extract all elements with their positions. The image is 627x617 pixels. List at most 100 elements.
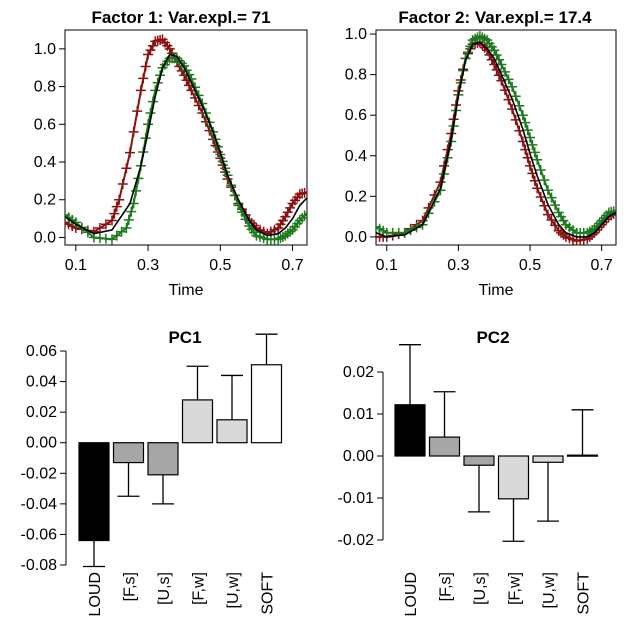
factor1-y-tick-label: 0.4 <box>34 154 56 171</box>
factor2-y-tick-label: 0.0 <box>345 229 367 246</box>
pc1-y-tick-label: 0.06 <box>26 343 57 360</box>
factor2-series-green-marker <box>529 147 540 158</box>
factor1-series-green-marker <box>143 119 154 130</box>
factor2-series-green-marker <box>520 117 531 128</box>
factor2-x-tick-label: 0.3 <box>447 257 469 274</box>
pc2-bar <box>394 404 426 457</box>
pc1-bar <box>250 364 283 444</box>
factor1-y-tick-label: 1.0 <box>34 41 56 58</box>
factor2-series-red-marker <box>542 209 553 220</box>
pc2-y-tick-label: 0.00 <box>343 448 374 465</box>
factor2-series-green-marker <box>507 81 518 92</box>
pc1-y-tick-label: -0.08 <box>21 557 58 574</box>
factor1-series-green-marker <box>123 214 134 225</box>
pc1-bar <box>147 442 179 476</box>
factor1-series-red-marker <box>117 179 128 190</box>
pc1-y-tick-label: 0.02 <box>26 404 57 421</box>
pc2-category-label: [U,w] <box>541 572 558 608</box>
pc1-title: PC1 <box>168 328 201 347</box>
pc2-y-tick-label: 0.02 <box>343 364 374 381</box>
pc2-bar <box>463 455 495 466</box>
factor2-plot-frame <box>375 29 617 246</box>
factor1-series-red-marker <box>121 163 132 174</box>
factor2-series-green-marker <box>532 154 543 165</box>
factor2-series-green-marker <box>496 59 507 70</box>
pc1-category-label: [F,w] <box>191 572 208 605</box>
factor2-y-tick-label: 0.2 <box>345 188 367 205</box>
pc2-bar <box>566 454 599 457</box>
factor2-series-red-marker <box>558 229 569 240</box>
factor1-series-red-marker <box>147 40 158 51</box>
factor2-series-green-marker <box>510 91 521 102</box>
pc2-y-tick-label: -0.02 <box>338 532 375 549</box>
factor1-series-red-marker <box>106 215 117 226</box>
pc1-category-label: [U,s] <box>156 572 173 605</box>
factor1-series-red-marker <box>114 194 125 205</box>
factor1-x-tick-label: 0.5 <box>209 257 231 274</box>
factor1-y-tick-label: 0.6 <box>34 116 56 133</box>
pc1-bar <box>112 442 145 464</box>
factor2-series-green-marker <box>491 50 502 61</box>
pc2-bar <box>428 436 461 457</box>
pc2-category-label: SOFT <box>576 572 593 615</box>
pc1-bars <box>78 333 283 568</box>
factor1-series-black-line <box>65 53 307 237</box>
factor1-x-axis: 0.1 0.3 0.5 0.7 <box>65 245 304 274</box>
factor2-series-green-marker <box>535 164 546 175</box>
factor1-x-tick-label: 0.3 <box>137 257 159 274</box>
factor1-series-red-marker <box>111 201 122 212</box>
factor2-series-green-marker <box>499 66 510 77</box>
factor2-y-tick-label: 0.6 <box>345 107 367 124</box>
pc2-y-tick-label: -0.01 <box>338 490 375 507</box>
factor1-plot-frame <box>64 29 308 246</box>
factor1-series-green-marker <box>273 234 284 245</box>
pc2-title: PC2 <box>476 328 509 347</box>
pc2-bars <box>394 344 599 542</box>
factor2-series-green-marker <box>546 192 557 203</box>
factor2-series-green-marker <box>525 132 536 143</box>
factor2-series-green-marker <box>479 33 490 44</box>
factor1-y-tick-label: 0.2 <box>34 192 56 209</box>
factor2-series-black-line <box>376 41 616 238</box>
factor1-series-green-marker <box>121 223 132 234</box>
factor1-series-red-marker <box>299 187 307 198</box>
pc2-bar <box>532 455 564 463</box>
pc2-category-label: [F,s] <box>438 572 455 601</box>
factor1-series-green-marker <box>299 210 307 221</box>
pc2-category-labels: LOUD [F,s] [U,s] [F,w] [U,w] SOFT <box>403 572 593 617</box>
factor2-series-green-marker <box>527 139 538 150</box>
pc1-y-tick-label: -0.02 <box>21 465 58 482</box>
factor1-y-axis: 0.0 0.2 0.4 0.6 0.8 1.0 <box>34 41 65 246</box>
factor2-series-green-marker <box>489 45 500 56</box>
factor1-series-green-marker <box>126 206 137 217</box>
pc2-y-tick-label: 0.01 <box>343 406 374 423</box>
factor1-series-red-marker <box>140 61 151 72</box>
factor2-series-green-marker <box>550 200 561 211</box>
factor1-series-red-marker <box>100 219 111 230</box>
factor1-series-red-marker <box>145 45 156 56</box>
factor2-series-red-marker <box>539 200 550 211</box>
pc1-y-tick-label: -0.04 <box>21 496 58 513</box>
factor2-panel: Factor 2: Var.expl.= 17.4 0.00.20.40.60.… <box>345 8 617 299</box>
factor2-series-red-marker <box>535 191 546 202</box>
factor1-x-label: Time <box>169 282 204 299</box>
pc1-bar <box>78 442 110 542</box>
pc1-y-axis: -0.08 -0.06 -0.04 -0.02 0.00 0.02 0.04 0.06 <box>21 343 67 574</box>
factor1-series-green-marker <box>171 53 182 64</box>
factor1-series-red-marker <box>128 126 139 137</box>
factor1-series-green-marker <box>131 185 142 196</box>
pc1-y-tick-label: -0.06 <box>21 526 58 543</box>
factor1-series-red-marker <box>109 208 120 219</box>
factor1-series-red-marker <box>138 73 149 84</box>
factor1-series-red-marker <box>285 202 296 213</box>
factor1-title: Factor 1: Var.expl.= 71 <box>91 8 270 27</box>
factor1-series-red-marker <box>135 85 146 96</box>
factor2-y-axis: 0.0 0.2 0.4 0.6 0.8 1.0 <box>345 26 376 246</box>
pc2-bar <box>497 455 530 500</box>
factor1-y-tick-label: 0.0 <box>34 229 56 246</box>
factor1-series-red-marker <box>125 147 136 158</box>
factor1-panel: Factor 1: Var.expl.= 71 0.0 0.2 0.4 0.6 0.8 1… <box>34 8 308 299</box>
factor2-x-label: Time <box>479 282 514 299</box>
pc1-bar <box>216 419 248 444</box>
